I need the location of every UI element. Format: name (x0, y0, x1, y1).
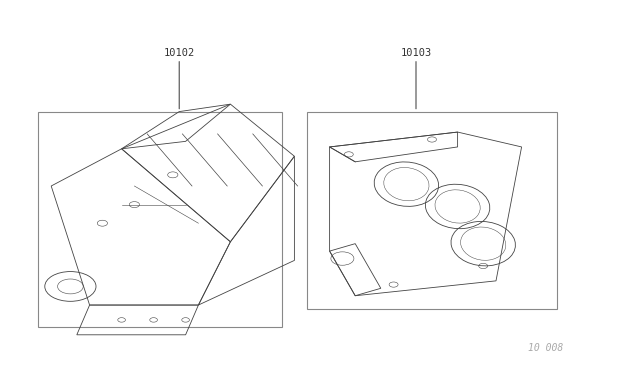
Bar (307, 112, 557, 309)
Text: 10103: 10103 (401, 48, 431, 58)
Text: 10 008: 10 008 (528, 343, 563, 353)
Bar (38, 112, 282, 327)
Text: 10102: 10102 (164, 48, 195, 58)
